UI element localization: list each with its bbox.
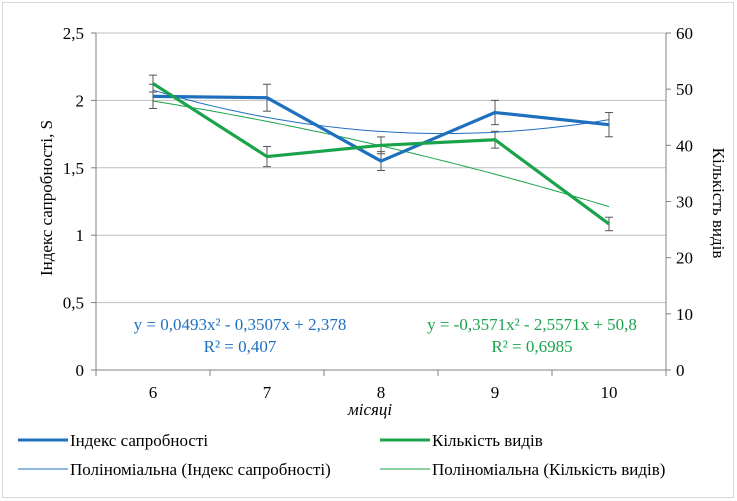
left-tick-label: 0,5 xyxy=(63,294,84,313)
right-tick-label: 10 xyxy=(676,305,693,324)
trend-r2-species: R² = 0,6985 xyxy=(491,337,572,356)
legend: Індекс сапробності Кількість видів Полін… xyxy=(18,431,665,479)
x-tick-label: 10 xyxy=(601,383,618,402)
right-tick-labels: 0 10 20 30 40 50 60 xyxy=(676,24,693,380)
x-tick-labels: 6 7 8 9 10 xyxy=(149,383,618,402)
series-line-1 xyxy=(152,82,610,226)
x-tick-label: 7 xyxy=(263,383,272,402)
x-tick-label: 8 xyxy=(377,383,386,402)
left-tick-label: 1 xyxy=(76,226,85,245)
y-axis-right-title: Кількість видів xyxy=(709,148,728,259)
x-tick-label: 6 xyxy=(149,383,158,402)
trend-equation-saprobity: y = 0,0493x² - 0,3507x + 2,378 xyxy=(134,315,347,334)
right-tick-label: 60 xyxy=(676,24,693,43)
legend-label-species: Кількість видів xyxy=(432,431,543,450)
right-tick-label: 20 xyxy=(676,249,693,268)
trend-equation-species: y = -0,3571x² - 2,5571x + 50,8 xyxy=(427,315,637,334)
axes xyxy=(91,32,671,376)
y-axis-left-title: Індекс сапробності, S xyxy=(37,120,56,276)
legend-label-saprobity: Індекс сапробності xyxy=(70,431,208,450)
right-tick-label: 50 xyxy=(676,80,693,99)
series-lines xyxy=(152,82,610,226)
x-axis-title: місяці xyxy=(347,400,393,419)
left-tick-label: 2,5 xyxy=(63,24,84,43)
right-tick-label: 40 xyxy=(676,136,693,155)
series-line-0 xyxy=(152,94,610,163)
left-tick-labels: 0 0,5 1 1,5 2 2,5 xyxy=(63,24,84,380)
left-tick-label: 0 xyxy=(76,361,85,380)
left-tick-label: 2 xyxy=(76,91,85,110)
left-tick-label: 1,5 xyxy=(63,159,84,178)
legend-label-trend-saprobity: Поліноміальна (Індекс сапробності) xyxy=(70,460,331,479)
error-bars xyxy=(149,74,613,232)
trendline-0 xyxy=(152,89,610,135)
legend-label-trend-species: Поліноміальна (Кількість видів) xyxy=(432,460,665,479)
x-tick-label: 9 xyxy=(491,383,500,402)
right-tick-label: 0 xyxy=(676,361,685,380)
right-tick-label: 30 xyxy=(676,193,693,212)
trend-r2-saprobity: R² = 0,407 xyxy=(204,337,277,356)
